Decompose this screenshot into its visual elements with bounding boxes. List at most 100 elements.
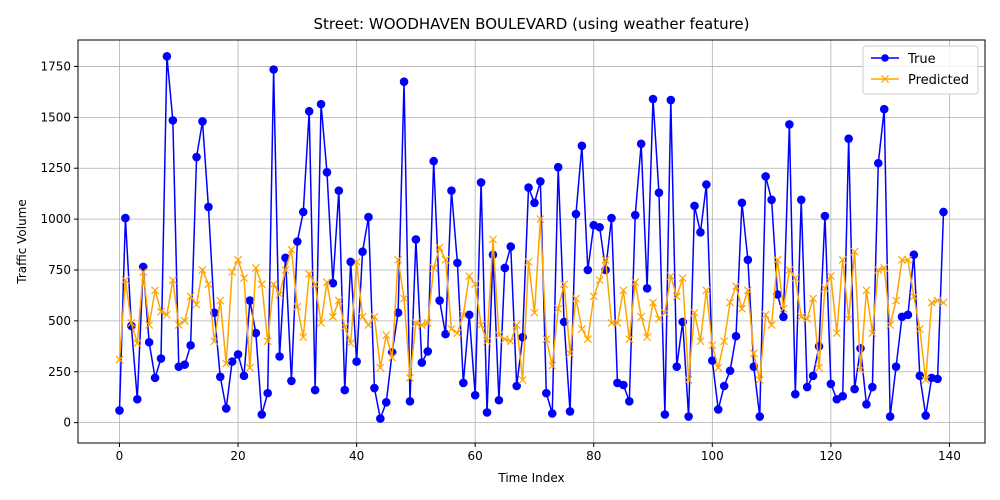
data-point (381, 397, 391, 407)
data-point (132, 394, 142, 404)
chart-title: Street: WOODHAVEN BOULEVARD (using weath… (313, 15, 749, 33)
data-point (814, 363, 824, 372)
data-point (690, 308, 699, 317)
data-point (470, 390, 480, 400)
data-point (352, 257, 361, 266)
data-point (802, 382, 812, 392)
data-point (310, 385, 320, 395)
data-point (856, 344, 865, 353)
data-point (589, 292, 598, 301)
data-point (684, 412, 693, 421)
data-point (156, 354, 166, 363)
data-point (844, 134, 853, 144)
data-point (631, 278, 640, 287)
data-point (530, 198, 539, 208)
legend-label: Predicted (908, 73, 969, 88)
legend-marker (881, 54, 889, 62)
data-point (927, 298, 936, 307)
data-point (654, 314, 663, 323)
data-point (257, 410, 267, 419)
data-point (394, 255, 403, 264)
data-point (186, 292, 195, 301)
data-point (743, 286, 752, 295)
data-point (121, 276, 130, 285)
data-point (192, 152, 201, 162)
data-point (257, 280, 266, 289)
data-point (654, 188, 664, 197)
data-point (862, 286, 871, 295)
data-point (269, 65, 278, 74)
y-tick-label: 500 (48, 314, 71, 328)
data-point (939, 298, 948, 307)
data-point (376, 363, 385, 372)
data-point (506, 242, 516, 251)
data-point (263, 388, 272, 398)
data-point (565, 407, 575, 416)
plot-frame (77, 39, 986, 444)
data-point (304, 106, 314, 116)
data-point (619, 380, 628, 390)
data-point (115, 355, 124, 364)
data-point (536, 215, 545, 224)
data-point (435, 243, 444, 252)
y-tick-label: 1250 (40, 161, 71, 175)
data-point (844, 314, 853, 323)
data-point (554, 304, 563, 313)
data-point (536, 177, 545, 186)
data-point (743, 255, 753, 265)
data-point (168, 276, 177, 285)
data-point (518, 375, 527, 384)
data-point (210, 337, 219, 346)
data-point (447, 186, 456, 195)
data-point (198, 117, 207, 126)
data-point (334, 296, 343, 305)
data-point (488, 235, 497, 244)
data-point (186, 341, 195, 350)
data-point (121, 213, 130, 223)
data-point (571, 294, 580, 303)
data-point (838, 255, 847, 264)
data-point (423, 318, 432, 327)
data-point (921, 375, 930, 384)
data-point (850, 247, 859, 256)
data-point (625, 396, 634, 406)
data-point (820, 211, 830, 221)
data-point (376, 414, 385, 423)
data-point (903, 255, 912, 264)
data-point (477, 320, 486, 329)
series-true (115, 51, 948, 423)
data-point (512, 320, 521, 329)
data-point (180, 316, 189, 325)
data-point (275, 290, 284, 299)
data-point (613, 318, 622, 327)
data-point (162, 51, 172, 61)
series-predicted (115, 215, 948, 384)
data-point (317, 318, 326, 327)
data-point (785, 265, 794, 275)
data-point (464, 310, 474, 320)
data-point (144, 337, 154, 347)
data-point (234, 255, 243, 264)
data-point (168, 116, 178, 125)
data-point (251, 328, 261, 338)
data-point (506, 337, 515, 346)
data-point (293, 237, 302, 246)
data-point (204, 280, 213, 289)
data-point (293, 302, 302, 311)
x-tick-label: 20 (230, 449, 245, 463)
data-point (761, 310, 770, 319)
data-point (429, 263, 438, 272)
data-point (737, 304, 746, 313)
data-point (447, 324, 456, 334)
data-point (192, 300, 201, 309)
data-point (465, 272, 474, 281)
data-point (755, 375, 764, 384)
data-point (352, 357, 361, 366)
data-point (684, 375, 693, 384)
data-point (453, 329, 462, 338)
data-point (560, 280, 569, 289)
data-point (299, 333, 308, 342)
data-point (334, 186, 344, 195)
data-point (719, 381, 729, 391)
